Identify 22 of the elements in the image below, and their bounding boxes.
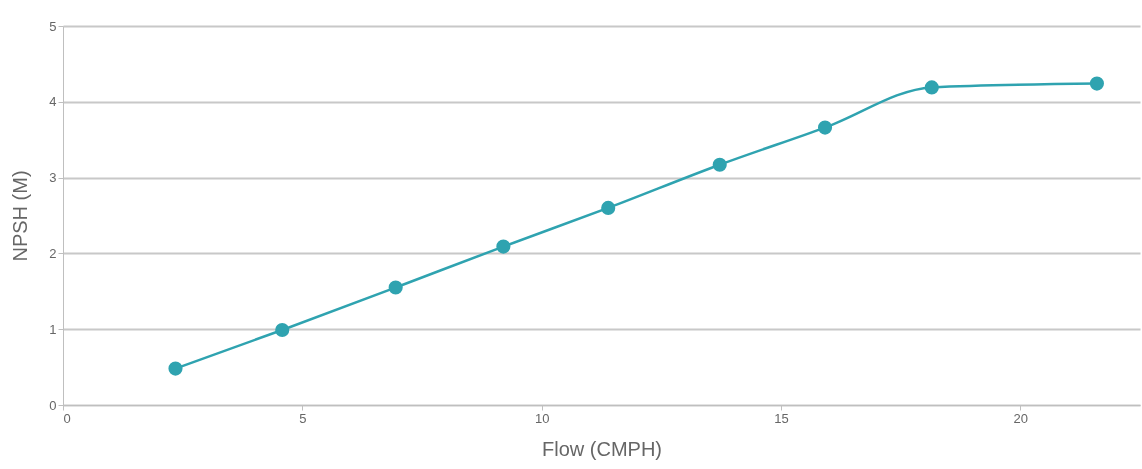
x-tick-label: 10 <box>534 410 550 426</box>
point <box>1089 76 1104 91</box>
point <box>601 200 616 215</box>
y-tick-label: 0 <box>49 397 57 413</box>
x-tick-label: 0 <box>63 410 71 426</box>
y-tick-label: 5 <box>49 18 57 34</box>
y-tick-label: 2 <box>49 245 57 261</box>
x-axis-title: Flow (CMPH) <box>542 437 662 460</box>
point <box>712 157 727 172</box>
x-tick-label: 15 <box>774 410 789 426</box>
y-tick-label: 3 <box>49 170 57 186</box>
point <box>496 239 511 254</box>
point <box>924 80 939 95</box>
y-tick-label: 1 <box>49 321 57 337</box>
y-tick-label: 4 <box>49 94 57 110</box>
point <box>388 280 403 295</box>
point <box>817 120 833 135</box>
x-tick-label: 5 <box>299 410 307 426</box>
point <box>168 361 183 376</box>
point <box>275 322 290 338</box>
x-tick-label: 20 <box>1013 410 1029 426</box>
y-axis-title: NPSH (M) <box>9 170 32 262</box>
